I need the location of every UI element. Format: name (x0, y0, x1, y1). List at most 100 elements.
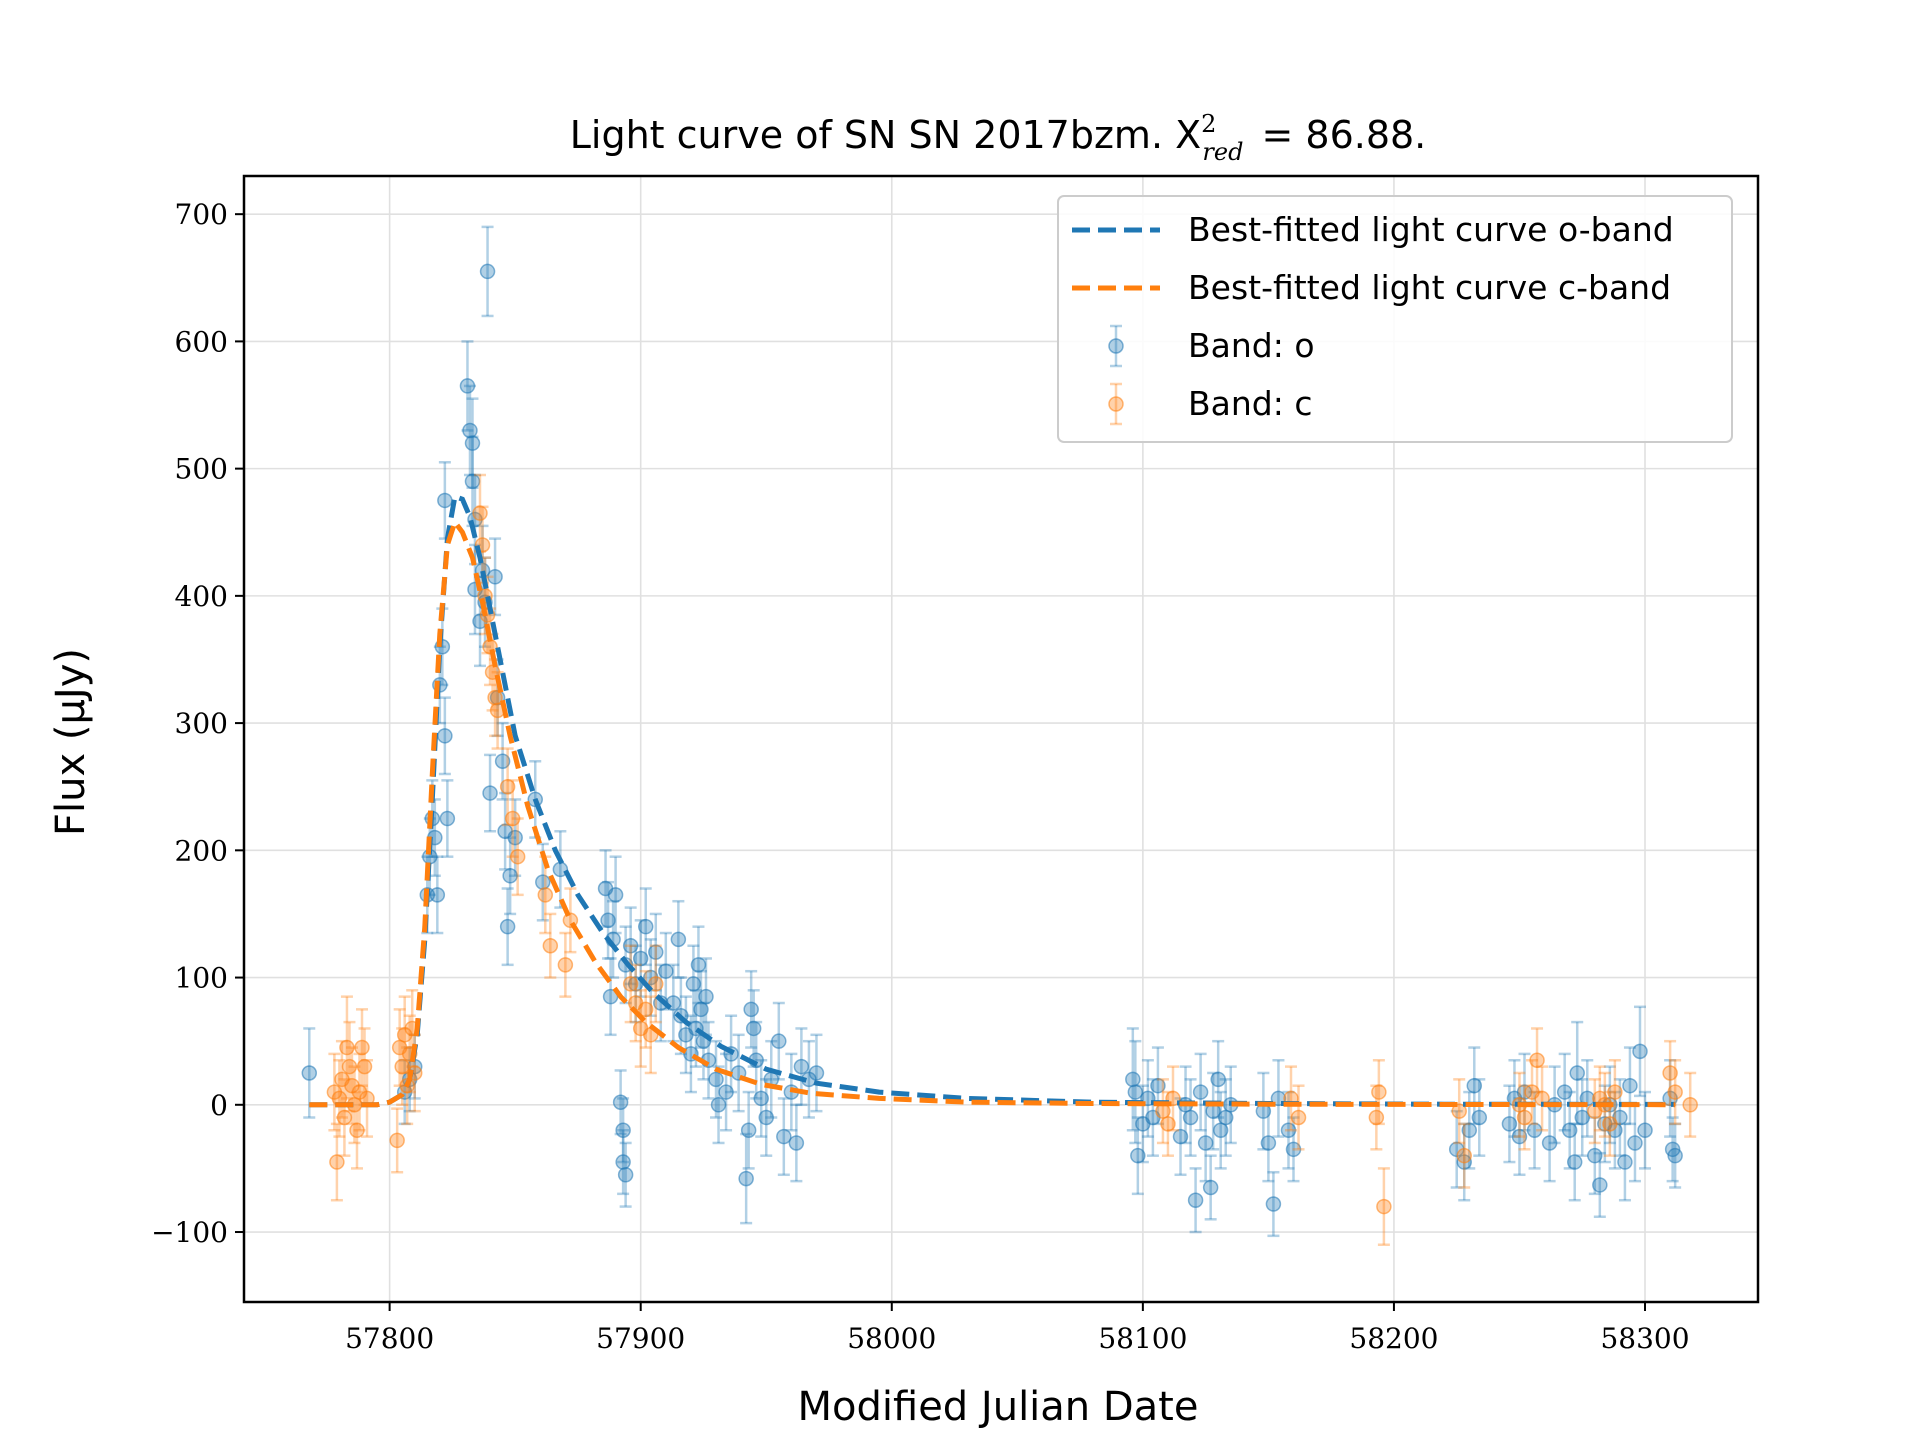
data-point (504, 810, 521, 827)
data-point (648, 976, 664, 992)
data-point (690, 957, 707, 973)
data-point (1569, 1065, 1585, 1081)
data-point (718, 1084, 734, 1100)
data-point (1265, 1196, 1282, 1212)
data-point (1290, 1109, 1307, 1126)
y-tick-label: 300 (175, 707, 228, 740)
data-point (439, 810, 456, 827)
data-point (1376, 1198, 1392, 1215)
data-point (1127, 1084, 1144, 1100)
data-point (637, 918, 654, 935)
y-tick-label: 100 (175, 962, 228, 995)
data-point (615, 1154, 631, 1170)
data-point (1682, 1097, 1698, 1113)
series-band-c (326, 473, 1698, 1246)
data-point (622, 938, 639, 954)
data-point (494, 753, 511, 770)
data-point (1667, 1084, 1683, 1100)
data-point (607, 887, 624, 903)
data-point (1456, 1147, 1472, 1164)
data-point (1561, 1122, 1578, 1138)
data-point (710, 1097, 727, 1113)
data-point (1637, 1122, 1653, 1138)
data-point (464, 435, 481, 451)
data-point (389, 1132, 405, 1149)
data-point (1285, 1141, 1302, 1158)
data-point (557, 957, 574, 973)
data-point (356, 1058, 373, 1075)
data-point (499, 778, 516, 795)
data-point (535, 874, 551, 890)
data-point (1667, 1147, 1683, 1164)
data-point (429, 887, 446, 903)
data-point (743, 1001, 759, 1018)
data-point (329, 1154, 345, 1170)
data-point (462, 422, 478, 439)
data-point (738, 1170, 754, 1187)
data-point (341, 1058, 358, 1075)
data-point (1602, 1116, 1618, 1132)
fit-curve-best-fitted-light-curve-c-band (309, 516, 1676, 1108)
x-tick-label: 57900 (596, 1322, 685, 1355)
data-point (1371, 1084, 1387, 1100)
data-point (758, 1109, 774, 1126)
data-point (1607, 1084, 1623, 1100)
data-point (617, 1167, 634, 1183)
data-point (1516, 1109, 1533, 1126)
data-point (499, 918, 516, 935)
data-point (464, 473, 481, 490)
x-tick-label: 58000 (847, 1322, 936, 1355)
data-point (1662, 1065, 1678, 1081)
data-point (1150, 1077, 1166, 1094)
data-point (1556, 1084, 1573, 1100)
y-tick-label: 700 (175, 198, 228, 231)
x-tick-label: 58200 (1349, 1322, 1438, 1355)
data-point (487, 569, 503, 585)
data-point (437, 728, 453, 744)
data-point (788, 1135, 805, 1151)
data-point (482, 785, 498, 801)
y-axis-label: Flux (μJy) (48, 648, 94, 836)
data-point (1471, 1109, 1488, 1126)
data-point (301, 1065, 318, 1081)
data-point (354, 1039, 370, 1056)
data-point (1566, 1154, 1583, 1170)
data-point (1125, 1071, 1141, 1088)
data-point (1368, 1109, 1385, 1126)
data-point (437, 492, 453, 509)
data-point (1617, 1154, 1633, 1170)
data-point (339, 1039, 355, 1056)
data-point (615, 1122, 631, 1138)
data-point (740, 1122, 757, 1138)
y-tick-label: −100 (151, 1216, 228, 1249)
data-point (1461, 1122, 1478, 1138)
data-point (1587, 1147, 1603, 1164)
data-point (394, 1058, 410, 1075)
data-point (459, 378, 476, 394)
x-tick-label: 58300 (1600, 1322, 1689, 1355)
data-point (1260, 1135, 1277, 1151)
data-point (1280, 1122, 1297, 1138)
data-point (1197, 1135, 1214, 1151)
y-tick-label: 400 (175, 580, 228, 613)
legend-entry-label: Best-fitted light curve c-band (1188, 268, 1671, 307)
y-tick-label: 0 (210, 1089, 228, 1122)
y-tick-label: 500 (175, 453, 228, 486)
data-point (1192, 1084, 1209, 1100)
data-point (472, 505, 488, 521)
data-point (1529, 1052, 1545, 1069)
data-point (670, 931, 687, 948)
data-point (502, 868, 518, 884)
plot-frame (242, 174, 1760, 1304)
data-point (685, 976, 702, 992)
y-axis-ticks: −100 0 100 200 300 400 500 600 700 (151, 198, 244, 1249)
legend-entry-label: Best-fitted light curve o-band (1188, 210, 1674, 249)
data-point (808, 1065, 825, 1081)
data-point (1574, 1109, 1590, 1126)
data-point (1526, 1122, 1543, 1138)
data-point (648, 944, 664, 960)
chart-title: Light curve of SN SN 2017bzm. X2 red = 86.… (570, 110, 1427, 166)
data-point (658, 963, 674, 979)
data-point (776, 1128, 792, 1145)
